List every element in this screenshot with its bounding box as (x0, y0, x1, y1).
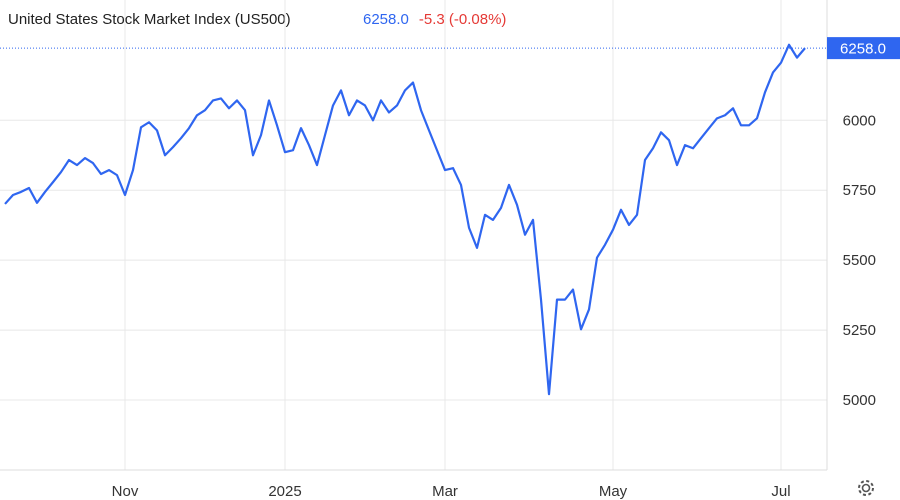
price-change: -5.3 (-0.08%) (419, 11, 507, 28)
x-tick-label: Jul (771, 483, 790, 500)
last-price-box (827, 37, 900, 60)
last-price-label: 6258.0 (840, 41, 886, 58)
x-tick-label: 2025 (268, 483, 301, 500)
price: 6258.0 (363, 11, 409, 28)
x-tick-label: Nov (112, 483, 139, 500)
y-tick-label: 5750 (843, 182, 876, 199)
y-tick-label: 5000 (843, 392, 876, 409)
price-line (4, 43, 806, 396)
x-tick-label: Mar (432, 483, 458, 500)
y-tick-label: 6000 (843, 112, 876, 129)
y-tick-label: 5500 (843, 252, 876, 269)
y-tick-label: 5250 (843, 322, 876, 339)
chart-title: United States Stock Market Index (US500) (8, 11, 291, 28)
settings-icon[interactable] (858, 480, 874, 496)
x-tick-label: May (599, 483, 628, 500)
